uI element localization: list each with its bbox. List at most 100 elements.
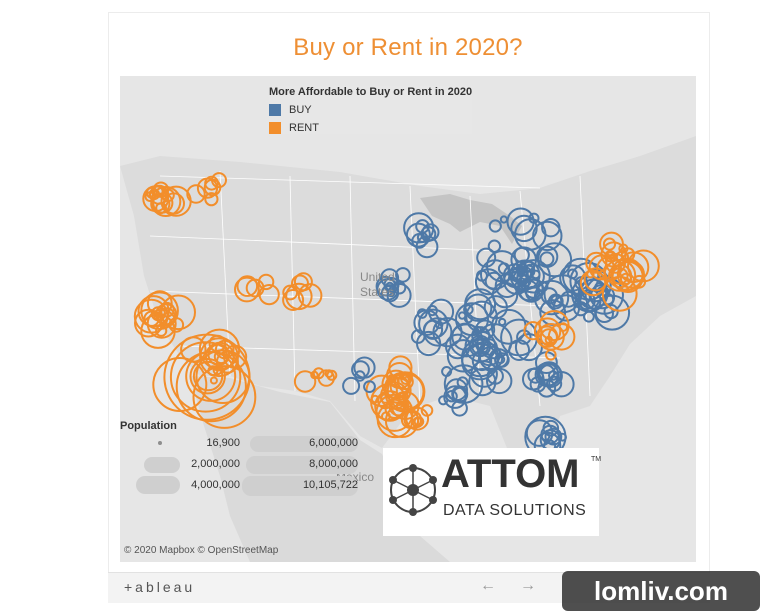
- rent-bubble[interactable]: [601, 275, 638, 312]
- rent-bubble[interactable]: [297, 283, 323, 308]
- buy-bubble[interactable]: [353, 356, 376, 379]
- rent-bubble[interactable]: [282, 284, 299, 301]
- rent-bubble[interactable]: [627, 249, 660, 283]
- buy-bubble[interactable]: [418, 308, 449, 340]
- buy-bubble[interactable]: [548, 370, 559, 381]
- rent-bubble[interactable]: [617, 251, 650, 283]
- rent-bubble[interactable]: [618, 243, 629, 254]
- buy-bubble[interactable]: [547, 293, 564, 310]
- legend-item-rent[interactable]: RENT: [269, 122, 472, 134]
- rent-bubble[interactable]: [150, 186, 182, 217]
- buy-bubble[interactable]: [420, 226, 437, 242]
- buy-bubble[interactable]: [583, 310, 595, 323]
- rent-bubble[interactable]: [602, 237, 617, 251]
- buy-bubble[interactable]: [522, 367, 545, 391]
- buy-bubble[interactable]: [443, 364, 484, 404]
- rent-bubble[interactable]: [207, 343, 231, 367]
- rent-bubble[interactable]: [375, 393, 414, 432]
- buy-bubble[interactable]: [464, 293, 493, 322]
- buy-bubble[interactable]: [480, 259, 511, 290]
- buy-bubble[interactable]: [410, 329, 426, 344]
- buy-bubble[interactable]: [354, 370, 366, 382]
- rent-bubble[interactable]: [204, 192, 219, 207]
- rent-bubble[interactable]: [205, 341, 235, 372]
- rent-bubble[interactable]: [203, 178, 222, 197]
- rent-bubble[interactable]: [146, 290, 173, 317]
- buy-bubble[interactable]: [491, 281, 519, 309]
- buy-bubble[interactable]: [395, 267, 411, 283]
- legend-item-buy[interactable]: BUY: [269, 104, 472, 116]
- rent-bubble[interactable]: [192, 365, 257, 429]
- buy-bubble[interactable]: [405, 222, 431, 248]
- buy-bubble[interactable]: [511, 265, 529, 284]
- buy-bubble[interactable]: [594, 303, 614, 323]
- buy-bubble[interactable]: [538, 363, 563, 389]
- buy-bubble[interactable]: [546, 375, 563, 392]
- buy-bubble[interactable]: [513, 246, 530, 264]
- buy-bubble[interactable]: [497, 262, 511, 275]
- tableau-logo[interactable]: +ableau: [124, 579, 196, 595]
- rent-bubble[interactable]: [377, 392, 394, 410]
- buy-bubble[interactable]: [375, 275, 397, 297]
- buy-bubble[interactable]: [567, 268, 578, 280]
- rent-bubble[interactable]: [376, 401, 414, 439]
- rent-bubble[interactable]: [579, 269, 607, 297]
- buy-bubble[interactable]: [542, 419, 560, 437]
- rent-bubble[interactable]: [258, 284, 280, 306]
- rent-bubble[interactable]: [198, 328, 241, 370]
- rent-bubble[interactable]: [152, 181, 170, 198]
- rent-bubble[interactable]: [180, 336, 207, 363]
- buy-bubble[interactable]: [499, 215, 508, 224]
- buy-bubble[interactable]: [488, 219, 502, 233]
- rent-bubble[interactable]: [605, 253, 627, 274]
- buy-bubble[interactable]: [471, 336, 490, 356]
- rent-bubble[interactable]: [234, 276, 260, 303]
- buy-bubble[interactable]: [525, 419, 554, 447]
- rent-bubble[interactable]: [616, 260, 645, 289]
- rent-bubble[interactable]: [152, 357, 208, 412]
- buy-bubble[interactable]: [449, 323, 484, 358]
- rent-bubble[interactable]: [293, 370, 317, 393]
- rent-bubble[interactable]: [533, 317, 562, 345]
- rent-bubble[interactable]: [545, 349, 557, 361]
- buy-bubble[interactable]: [445, 390, 458, 403]
- buy-bubble[interactable]: [468, 368, 497, 397]
- rent-bubble[interactable]: [257, 273, 275, 291]
- buy-bubble[interactable]: [342, 376, 361, 395]
- rent-bubble[interactable]: [324, 369, 334, 379]
- rent-bubble[interactable]: [186, 184, 206, 204]
- rent-bubble[interactable]: [312, 367, 325, 380]
- rent-bubble[interactable]: [213, 349, 229, 365]
- buy-bubble[interactable]: [428, 298, 455, 325]
- rent-bubble[interactable]: [282, 289, 305, 311]
- rent-bubble[interactable]: [199, 337, 239, 378]
- buy-bubble[interactable]: [351, 360, 370, 380]
- buy-bubble[interactable]: [416, 308, 428, 319]
- rent-bubble[interactable]: [405, 406, 430, 431]
- buy-bubble[interactable]: [486, 250, 519, 283]
- rent-bubble[interactable]: [169, 341, 242, 413]
- buy-bubble[interactable]: [510, 214, 538, 243]
- buy-bubble[interactable]: [363, 380, 376, 394]
- rent-bubble[interactable]: [140, 291, 179, 330]
- buy-bubble[interactable]: [455, 302, 489, 337]
- rent-bubble[interactable]: [619, 272, 633, 285]
- rent-bubble[interactable]: [291, 274, 309, 293]
- rent-bubble[interactable]: [160, 294, 196, 331]
- rent-bubble[interactable]: [523, 321, 543, 341]
- rent-bubble[interactable]: [155, 324, 168, 337]
- rent-bubble[interactable]: [285, 282, 313, 311]
- buy-bubble[interactable]: [518, 276, 545, 303]
- rent-bubble[interactable]: [538, 310, 570, 342]
- buy-bubble[interactable]: [552, 294, 581, 322]
- rent-bubble[interactable]: [310, 370, 319, 380]
- map-view[interactable]: More Affordable to Buy or Rent in 2020 B…: [120, 76, 696, 562]
- arrow-left-icon[interactable]: ←: [480, 577, 496, 594]
- arrow-right-icon[interactable]: →: [520, 577, 536, 594]
- rent-bubble[interactable]: [175, 351, 247, 423]
- buy-bubble[interactable]: [522, 264, 536, 278]
- buy-bubble[interactable]: [470, 360, 498, 388]
- buy-bubble[interactable]: [486, 367, 504, 385]
- buy-bubble[interactable]: [544, 427, 563, 446]
- rent-bubble[interactable]: [209, 376, 218, 385]
